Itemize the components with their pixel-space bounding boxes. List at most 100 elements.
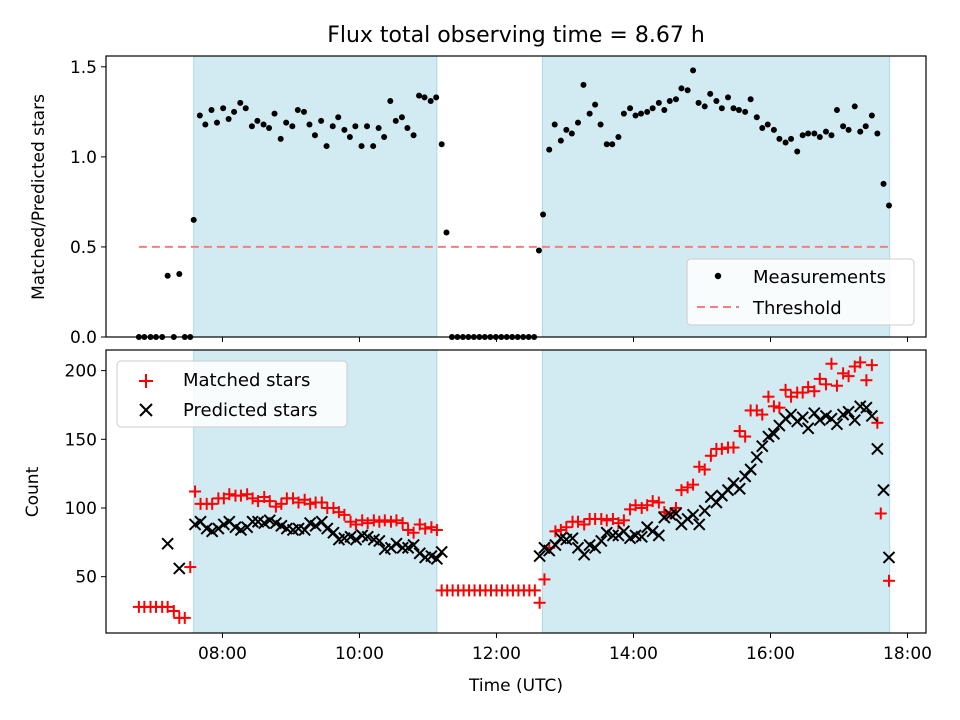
matched-star-point [819,378,832,391]
matched-star-point [560,521,573,534]
measurement-point [811,130,818,137]
measurement-point [764,121,771,128]
predicted-star-point [733,482,746,495]
measurement-point [609,141,616,148]
predicted-star-point [686,508,700,522]
measurement-point [627,105,634,112]
measurement-point [196,112,203,119]
measurement-point [242,105,249,112]
measurement-point [799,132,806,139]
matched-star-point [189,485,202,498]
measurement-point [220,105,227,112]
bottom-legend: Matched stars Predicted stars [116,360,348,428]
predicted-star-point [390,537,403,550]
predicted-star-point [750,450,764,464]
matched-star-point [184,561,197,574]
measurement-point [666,98,673,105]
matched-star-point [373,515,386,528]
measurement-point [718,105,725,112]
bottom-x-ticks: 08:00 10:00 12:00 14:00 16:00 18:00 [198,633,932,664]
predicted-star-point [658,511,671,524]
measurement-point [306,121,313,128]
measurement-point [563,126,570,133]
matched-star-point [727,441,740,454]
predicted-star-point [205,525,219,538]
measurement-point [880,180,887,187]
matched-star-point [854,356,867,369]
matched-star-point [808,385,821,398]
legend-threshold-label: Threshold [752,298,842,319]
matched-star-point [571,515,584,528]
matched-star-point [646,495,659,508]
measurement-point [794,148,801,155]
matched-star-point [538,573,551,586]
x-tick-label: 12:00 [472,644,521,664]
matched-star-point [402,523,415,536]
predicted-star-point [349,533,363,546]
x-tick-label: 18:00 [883,644,932,664]
measurement-point [886,202,893,209]
measurement-point [845,126,852,133]
predicted-star-point [871,442,884,456]
x-tick-label: 14:00 [609,644,658,664]
measurement-point [776,135,783,142]
matched-star-point [361,517,374,530]
y-tick-label: 200 [65,362,97,382]
predicted-star-point [407,538,420,552]
top-y-axis-label: Matched/Predicted stars [29,94,49,300]
measurement-point [364,123,371,130]
predicted-star-point [595,534,608,548]
top-panel: 0.0 0.5 1.0 1.5 Matched/Predicted stars Mea… [29,55,927,348]
measurement-point [540,211,547,218]
measurement-point [283,119,290,126]
matched-stars-points [132,356,896,624]
bottom-panel: 50 100 150 200 08:00 10:00 12:00 14:00 16:00 18:… [23,349,932,696]
matched-star-point [813,372,826,385]
predicted-star-point [767,427,781,441]
matched-star-point [773,401,786,414]
predicted-star-point [435,545,448,559]
predicted-star-point [813,413,827,427]
measurement-point [213,119,220,126]
predicted-star-point [600,526,613,539]
measurement-point [725,94,732,101]
matched-star-point [825,357,838,370]
predicted-stars-points [161,400,896,575]
matched-star-point [396,517,409,530]
matched-star-point [338,508,351,521]
y-tick-label: 150 [65,430,97,450]
matched-star-point [865,359,878,372]
measurement-point [788,135,795,142]
matched-star-point [871,416,884,429]
measurement-point [323,143,330,150]
predicted-star-point [848,413,861,427]
measurement-point [381,134,388,141]
matched-star-point [206,497,219,510]
measurement-point [271,110,278,117]
matched-star-point [830,379,843,392]
matched-star-point [378,514,391,527]
measurement-point [707,90,714,97]
matched-star-point [595,512,608,525]
matched-star-point [842,370,855,383]
measurement-point [649,105,656,112]
measurement-point [615,134,622,141]
predicted-star-point [796,411,809,424]
y-tick-label: 1.0 [70,148,97,168]
predicted-star-point [635,530,648,544]
measurement-point [672,96,679,103]
matched-star-point [356,514,369,527]
chart-title: Flux total observing time = 8.67 h [327,23,705,48]
measurement-point [857,128,864,135]
matched-star-point [756,408,769,421]
legend-matched-marker [139,374,153,388]
measurement-point [632,112,639,119]
predicted-star-point [830,417,844,431]
measurement-point [747,96,754,103]
measurement-point [248,123,255,130]
measurement-point [443,229,450,236]
matched-star-point [315,496,328,509]
measurement-point [644,108,651,115]
x-tick-label: 10:00 [335,644,384,664]
x-axis-label: Time (UTC) [468,676,563,696]
